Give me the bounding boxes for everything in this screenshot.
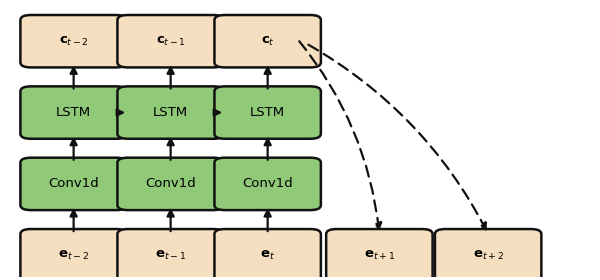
FancyBboxPatch shape (20, 15, 127, 67)
FancyBboxPatch shape (118, 86, 224, 139)
Text: LSTM: LSTM (250, 106, 285, 119)
FancyBboxPatch shape (118, 229, 224, 280)
Text: $\mathbf{c}_{t-1}$: $\mathbf{c}_{t-1}$ (155, 35, 185, 48)
Text: $\mathbf{e}_{t+1}$: $\mathbf{e}_{t+1}$ (364, 249, 395, 262)
FancyBboxPatch shape (214, 229, 321, 280)
FancyBboxPatch shape (20, 158, 127, 210)
Text: $\mathbf{c}_{t}$: $\mathbf{c}_{t}$ (261, 35, 275, 48)
Text: $\mathbf{e}_{t-2}$: $\mathbf{e}_{t-2}$ (58, 249, 89, 262)
Text: $\mathbf{e}_{t}$: $\mathbf{e}_{t}$ (260, 249, 275, 262)
Text: $\mathbf{c}_{t-2}$: $\mathbf{c}_{t-2}$ (59, 35, 89, 48)
Text: LSTM: LSTM (153, 106, 188, 119)
FancyBboxPatch shape (435, 229, 541, 280)
FancyBboxPatch shape (20, 229, 127, 280)
FancyBboxPatch shape (326, 229, 433, 280)
FancyBboxPatch shape (118, 158, 224, 210)
FancyBboxPatch shape (214, 15, 321, 67)
Text: $\mathbf{e}_{t+2}$: $\mathbf{e}_{t+2}$ (473, 249, 503, 262)
FancyBboxPatch shape (118, 15, 224, 67)
Text: Conv1d: Conv1d (242, 178, 293, 190)
FancyBboxPatch shape (214, 86, 321, 139)
Text: Conv1d: Conv1d (48, 178, 99, 190)
Text: LSTM: LSTM (56, 106, 91, 119)
Text: $\mathbf{e}_{t-1}$: $\mathbf{e}_{t-1}$ (155, 249, 186, 262)
Text: Conv1d: Conv1d (145, 178, 196, 190)
FancyBboxPatch shape (20, 86, 127, 139)
FancyBboxPatch shape (214, 158, 321, 210)
